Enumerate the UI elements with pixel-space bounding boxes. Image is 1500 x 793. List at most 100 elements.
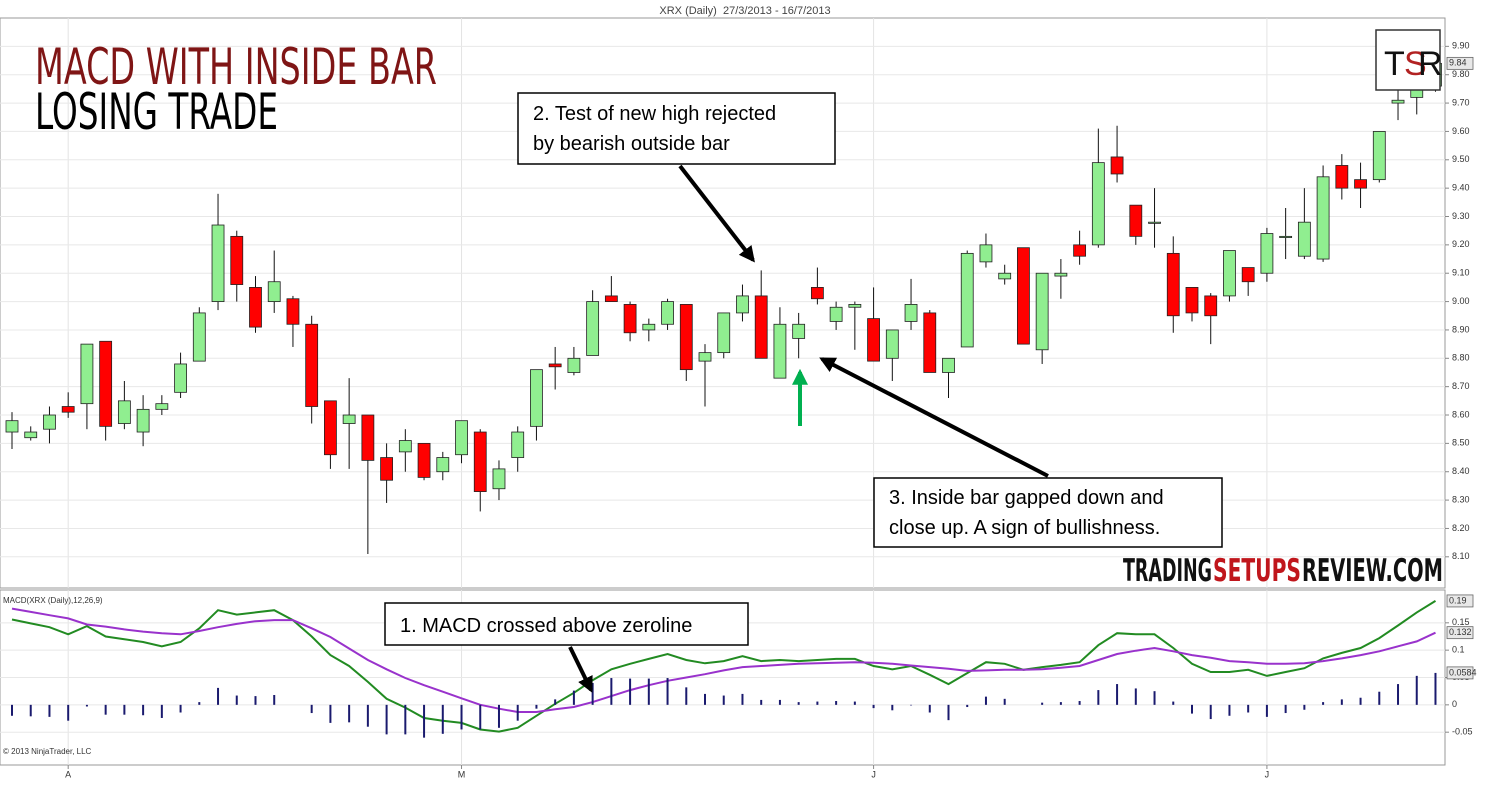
annotation-box	[517, 92, 836, 165]
candle-body	[492, 468, 506, 490]
candle-body	[61, 406, 75, 413]
annotation-text: close up. A sign of bullishness.	[889, 517, 1160, 539]
candle-body	[267, 281, 281, 302]
arrow	[678, 164, 755, 263]
candle-body	[80, 343, 94, 405]
y-tick-label: 9.80	[1452, 69, 1470, 79]
y-tick-label: 0.15	[1452, 617, 1470, 627]
candle-body	[361, 414, 375, 461]
value-marker	[1446, 666, 1474, 680]
candle-body	[230, 235, 244, 285]
candle-body	[324, 400, 337, 456]
y-tick-label: 8.50	[1452, 438, 1470, 448]
candle-body	[1035, 272, 1049, 351]
candle-body	[1260, 233, 1274, 274]
annotation-text: 3. Inside bar gapped down and	[889, 487, 1164, 509]
candle-body	[1241, 267, 1255, 283]
candle-body	[754, 295, 768, 359]
y-tick-label: 9.20	[1452, 239, 1470, 249]
candle-body	[1391, 99, 1405, 104]
y-tick-label: 9.00	[1452, 296, 1470, 306]
candle-body	[249, 287, 262, 328]
candle-body	[511, 431, 525, 458]
candle-body	[455, 420, 468, 456]
candle-body	[1354, 179, 1367, 189]
candle-body	[942, 357, 955, 373]
candle-body	[211, 224, 225, 302]
y-tick-label: 8.30	[1452, 494, 1470, 504]
logo-letter: S	[1404, 45, 1427, 83]
y-tick-label: 8.70	[1452, 381, 1470, 391]
watermark: REVIEW.COM	[1302, 553, 1443, 589]
candle-body	[530, 369, 543, 427]
candle-body	[473, 431, 487, 492]
watermark: SETUPS	[1213, 553, 1301, 589]
y-tick-label: 8.10	[1452, 551, 1470, 561]
candle-body	[1297, 221, 1311, 257]
value-marker-label: 0.19	[1449, 595, 1467, 605]
value-marker-label: 0.0584	[1449, 667, 1477, 677]
y-tick-label: 0	[1452, 699, 1457, 709]
candle-body	[417, 442, 431, 478]
candle-body	[586, 301, 600, 356]
candle-body	[43, 414, 56, 430]
candle-body	[792, 323, 806, 339]
candle-body	[548, 363, 562, 368]
candle-body	[342, 414, 356, 424]
value-marker	[1446, 594, 1474, 608]
y-tick-label: 8.60	[1452, 409, 1470, 419]
value-marker-label: 0.132	[1449, 627, 1472, 637]
candle-body	[1372, 131, 1386, 181]
candle-body	[1279, 235, 1293, 238]
candle-body	[623, 304, 637, 334]
overlay: XRX (Daily) 27/3/2013 - 16/7/2013 MACD(X…	[3, 5, 1443, 756]
y-tick-label: 8.40	[1452, 466, 1470, 476]
chart-title: XRX (Daily) 27/3/2013 - 16/7/2013	[659, 5, 830, 17]
candle-body	[192, 312, 206, 362]
annotation-box	[384, 602, 749, 646]
candle-body	[380, 457, 394, 481]
candle-body	[642, 323, 656, 331]
heading-subtitle: LOSING TRADE	[35, 83, 278, 141]
x-tick-label: A	[65, 769, 71, 779]
candle-body	[960, 252, 974, 348]
candle-body	[923, 312, 937, 373]
annotation-text: by bearish outside bar	[533, 133, 730, 155]
y-tick-label: 9.30	[1452, 211, 1470, 221]
candle-body	[1223, 250, 1236, 297]
candle-body	[1091, 162, 1105, 246]
candle-body	[1110, 156, 1124, 175]
candle-body	[1073, 244, 1087, 257]
candle-body	[155, 403, 169, 410]
annotation-text: 1. MACD crossed above zeroline	[400, 615, 692, 637]
candle-body	[136, 408, 150, 433]
arrow	[819, 357, 1049, 478]
candle-body	[661, 301, 674, 325]
indicator-title: MACD(XRX (Daily),12,26,9)	[3, 596, 103, 605]
y-tick-label: 9.50	[1452, 154, 1470, 164]
candle-body	[604, 295, 618, 302]
candle-body	[1148, 221, 1161, 224]
candle-body	[1054, 272, 1068, 277]
candle-body	[717, 312, 731, 354]
candle-body	[117, 400, 131, 424]
candle-body	[1129, 204, 1143, 237]
annotation-box	[873, 477, 1223, 548]
y-tick-label: -0.05	[1452, 727, 1473, 737]
annotation-text: 2. Test of new high rejected	[533, 103, 776, 125]
candle-body	[904, 304, 918, 322]
candle-body	[436, 457, 450, 473]
y-tick-label: 8.80	[1452, 353, 1470, 363]
candle-body	[1204, 295, 1218, 317]
y-tick-label: 9.90	[1452, 41, 1470, 51]
candle-body	[698, 352, 712, 362]
candle-body	[829, 306, 843, 322]
candle-body	[24, 431, 38, 439]
logo-letter: R	[1418, 45, 1443, 83]
copyright: © 2013 NinjaTrader, LLC	[3, 747, 92, 756]
y-tick-label: 9.70	[1452, 97, 1470, 107]
candle-body	[398, 440, 412, 453]
indicator-line	[11, 607, 1436, 713]
candle-body	[885, 329, 899, 359]
